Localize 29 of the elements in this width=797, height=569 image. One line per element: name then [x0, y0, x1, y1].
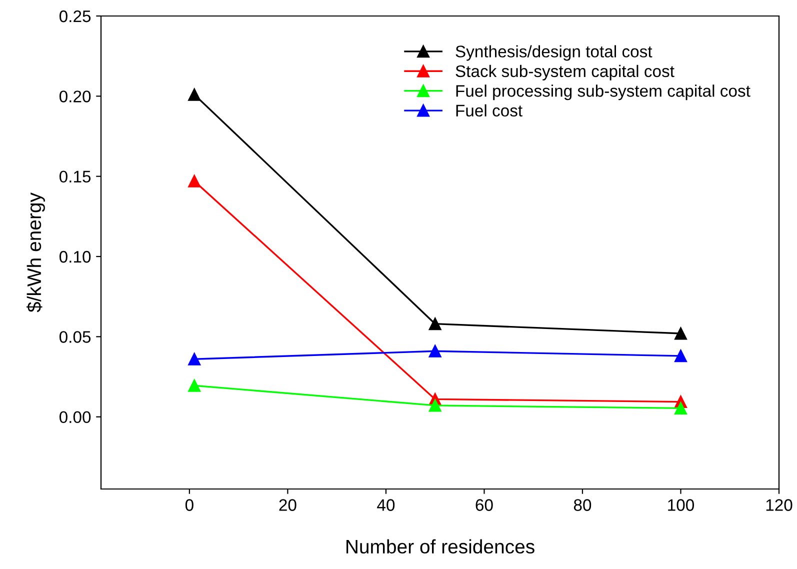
- x-tick-label: 0: [185, 499, 194, 511]
- point: [674, 350, 687, 362]
- point: [428, 318, 442, 330]
- x-tick-label: 60: [476, 499, 493, 511]
- y-tick-label: 0.20: [59, 90, 91, 102]
- point: [188, 352, 201, 366]
- point: [674, 327, 687, 340]
- x-tick-label: 20: [279, 499, 296, 511]
- y-axis-title: $/kWh energy: [26, 192, 45, 312]
- legend-label: Synthesis/design total cost: [456, 45, 652, 61]
- point: [428, 344, 442, 358]
- x-axis-title: Number of residences: [346, 539, 534, 554]
- point: [188, 174, 201, 188]
- y-tick-label: 0.00: [59, 411, 91, 424]
- point: [188, 88, 201, 101]
- x-tick-label: 100: [668, 499, 694, 511]
- y-tick-label: 0.05: [59, 331, 91, 343]
- point: [674, 402, 687, 414]
- x-tick-label: 80: [574, 499, 592, 511]
- y-tick-label: 0.10: [59, 250, 91, 263]
- legend-label: Stack sub-system capital cost: [456, 64, 674, 80]
- x-tick-label: 40: [377, 499, 395, 511]
- point: [188, 379, 201, 392]
- y-tick-label: 0.25: [59, 10, 91, 22]
- y-tick-label: 0.15: [59, 170, 91, 183]
- legend-label: Fuel processing sub-system capital cost: [456, 84, 750, 100]
- x-tick-label: 120: [766, 499, 792, 511]
- point: [428, 399, 442, 412]
- legend-label: Fuel cost: [456, 104, 522, 117]
